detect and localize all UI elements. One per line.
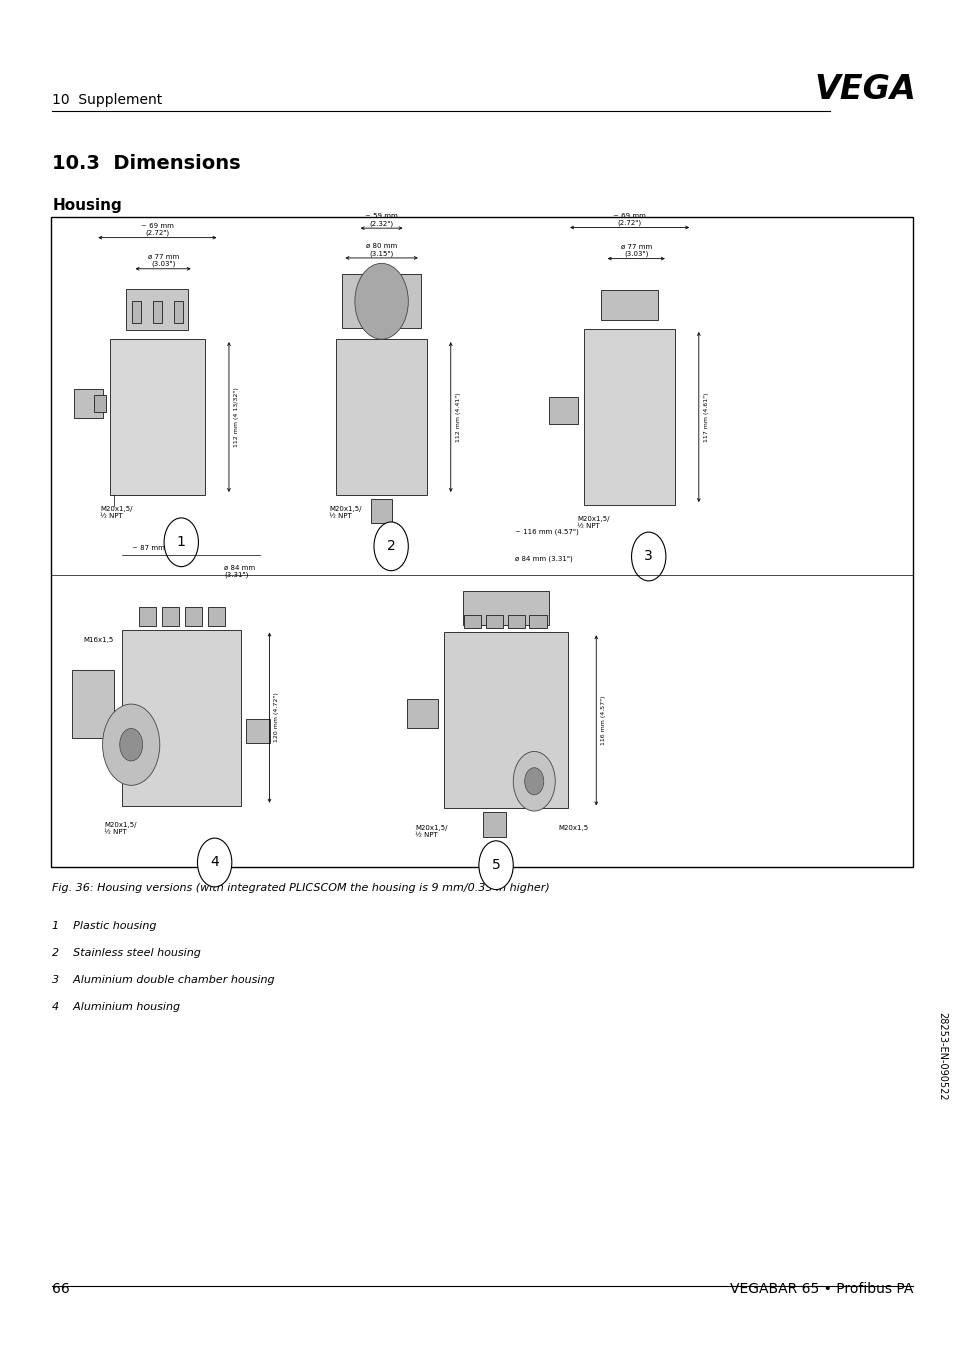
Circle shape <box>374 523 408 571</box>
Text: VEGABAR 65 • Profibus PA: VEGABAR 65 • Profibus PA <box>729 1282 912 1296</box>
Text: M20x1,5/
½ NPT: M20x1,5/ ½ NPT <box>100 505 132 519</box>
FancyBboxPatch shape <box>208 607 225 626</box>
Text: 5: 5 <box>491 858 500 872</box>
FancyBboxPatch shape <box>71 670 114 738</box>
Text: 3    Aluminium double chamber housing: 3 Aluminium double chamber housing <box>52 975 274 984</box>
Text: 66: 66 <box>52 1282 71 1296</box>
Text: ~ 87 mm (3.43"): ~ 87 mm (3.43") <box>132 544 192 551</box>
FancyBboxPatch shape <box>335 338 427 496</box>
FancyBboxPatch shape <box>462 590 548 624</box>
Text: 2    Stainless steel housing: 2 Stainless steel housing <box>52 948 201 957</box>
FancyBboxPatch shape <box>371 500 392 524</box>
Text: 1: 1 <box>176 535 186 550</box>
FancyBboxPatch shape <box>463 615 480 628</box>
Text: 10.3  Dimensions: 10.3 Dimensions <box>52 154 241 173</box>
Circle shape <box>478 841 513 890</box>
Circle shape <box>513 751 555 811</box>
Text: M20x1,5/
½ NPT: M20x1,5/ ½ NPT <box>577 516 609 529</box>
Text: 28253-EN-090522: 28253-EN-090522 <box>937 1011 946 1101</box>
FancyBboxPatch shape <box>549 397 577 424</box>
Text: M16x1,5: M16x1,5 <box>84 638 113 643</box>
FancyBboxPatch shape <box>583 329 674 505</box>
Text: 3: 3 <box>643 550 653 563</box>
FancyBboxPatch shape <box>110 338 205 496</box>
FancyBboxPatch shape <box>185 607 202 626</box>
FancyBboxPatch shape <box>152 302 162 324</box>
Text: ~ 59 mm
(2.32"): ~ 59 mm (2.32") <box>365 214 397 226</box>
Text: 117 mm (4.61"): 117 mm (4.61") <box>702 393 708 441</box>
Text: 112 mm (4 13/32"): 112 mm (4 13/32") <box>233 387 238 447</box>
Circle shape <box>164 519 198 567</box>
FancyBboxPatch shape <box>74 389 103 418</box>
FancyBboxPatch shape <box>94 395 106 412</box>
FancyBboxPatch shape <box>132 302 141 324</box>
FancyBboxPatch shape <box>600 290 658 320</box>
FancyBboxPatch shape <box>443 632 567 808</box>
Text: 116 mm (4.57"): 116 mm (4.57") <box>600 696 605 745</box>
FancyBboxPatch shape <box>529 615 546 628</box>
Text: VEGA: VEGA <box>813 73 915 106</box>
Circle shape <box>524 768 543 795</box>
FancyBboxPatch shape <box>51 217 912 867</box>
Text: Housing: Housing <box>52 198 122 213</box>
Text: M20x1,5/
½ NPT: M20x1,5/ ½ NPT <box>105 822 137 835</box>
Text: ø 80 mm
(3.15"): ø 80 mm (3.15") <box>366 244 396 257</box>
FancyBboxPatch shape <box>482 812 505 837</box>
Text: ~ 116 mm (4.57"): ~ 116 mm (4.57") <box>515 528 578 535</box>
FancyBboxPatch shape <box>485 615 502 628</box>
Text: 120 mm (4.72"): 120 mm (4.72") <box>274 693 279 742</box>
Circle shape <box>119 728 143 761</box>
Text: 4    Aluminium housing: 4 Aluminium housing <box>52 1002 180 1011</box>
Text: 4: 4 <box>210 856 219 869</box>
Text: M20x1,5/
½ NPT: M20x1,5/ ½ NPT <box>329 505 361 519</box>
Text: ø 77 mm
(3.03"): ø 77 mm (3.03") <box>148 255 178 267</box>
Text: ø 84 mm
(3.31"): ø 84 mm (3.31") <box>224 565 255 578</box>
Text: ø 77 mm
(3.03"): ø 77 mm (3.03") <box>620 244 651 257</box>
Text: M20x1,5: M20x1,5 <box>558 825 588 830</box>
Text: 112 mm (4.41"): 112 mm (4.41") <box>456 393 460 441</box>
FancyBboxPatch shape <box>139 607 156 626</box>
FancyBboxPatch shape <box>407 699 437 728</box>
FancyBboxPatch shape <box>122 630 240 806</box>
FancyBboxPatch shape <box>162 607 179 626</box>
Text: M20x1,5/
½ NPT: M20x1,5/ ½ NPT <box>415 825 447 838</box>
Circle shape <box>355 263 408 340</box>
Text: ~ 69 mm
(2.72"): ~ 69 mm (2.72") <box>141 223 173 237</box>
FancyBboxPatch shape <box>126 288 189 330</box>
Circle shape <box>103 704 159 785</box>
Text: 1    Plastic housing: 1 Plastic housing <box>52 921 157 930</box>
Text: 2: 2 <box>386 539 395 554</box>
Text: Fig. 36: Housing versions (with integrated PLICSCOM the housing is 9 mm/0.35 in : Fig. 36: Housing versions (with integrat… <box>52 883 550 892</box>
Circle shape <box>197 838 232 887</box>
Circle shape <box>631 532 665 581</box>
Text: ø 84 mm (3.31"): ø 84 mm (3.31") <box>515 555 573 562</box>
Text: 10  Supplement: 10 Supplement <box>52 93 163 107</box>
FancyBboxPatch shape <box>246 719 270 743</box>
FancyBboxPatch shape <box>342 274 420 328</box>
FancyBboxPatch shape <box>173 302 183 324</box>
FancyBboxPatch shape <box>507 615 524 628</box>
Text: ~ 69 mm
(2.72"): ~ 69 mm (2.72") <box>613 213 645 226</box>
